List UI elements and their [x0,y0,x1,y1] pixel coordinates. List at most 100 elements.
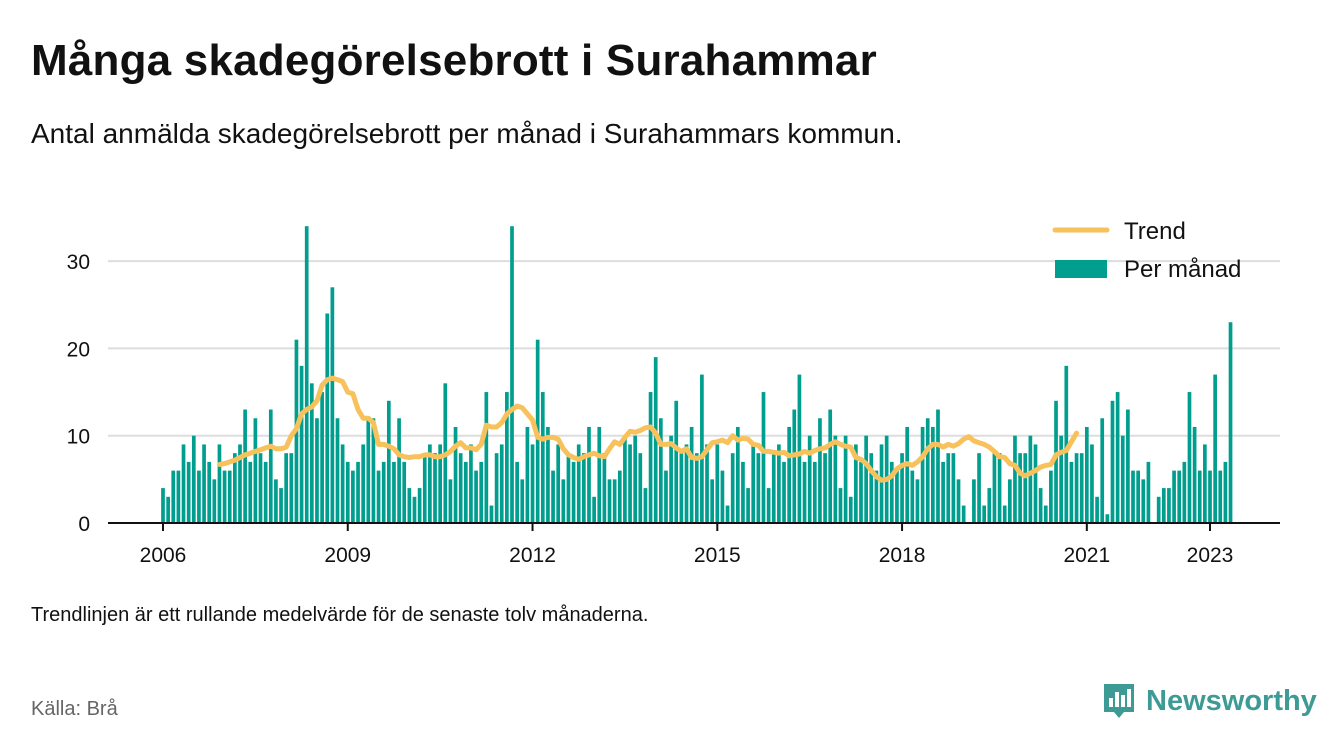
x-tick-label: 2021 [1063,544,1110,567]
bar [766,488,771,523]
bar [571,461,576,523]
bar [617,470,622,523]
bar [330,287,335,523]
bar [525,426,530,523]
bar [540,392,545,523]
bar [1049,470,1053,523]
bar [848,496,853,523]
bar [905,426,910,523]
bar [1146,461,1151,523]
bar [1074,453,1079,523]
bar [715,444,720,523]
x-tick-label: 2012 [509,544,556,567]
bar [463,461,468,523]
bar [910,470,915,523]
bar [725,505,730,523]
bar [371,418,376,523]
bar [818,418,822,523]
bar [936,409,940,523]
bar [597,426,602,523]
bar [602,453,607,523]
bar [1002,505,1007,523]
bar [238,444,242,523]
bar [361,444,366,523]
bar [407,488,412,523]
bar [561,479,566,523]
bar [797,374,802,523]
bar [1141,479,1146,523]
bar [1187,392,1192,523]
bar [556,444,561,523]
bar [258,453,263,523]
bar [1095,496,1099,523]
bar [946,453,951,523]
footnote: Trendlinjen är ett rullande medelvärde f… [31,604,649,626]
bar [315,418,319,523]
bar [253,418,258,523]
bar [279,488,283,523]
bar [705,444,709,523]
bar [422,453,427,523]
bar [289,453,294,523]
bar [1172,470,1176,523]
bar [972,479,976,523]
bar [643,488,648,523]
bar [268,409,273,523]
bar [340,444,345,523]
x-tick-label: 2015 [694,544,741,567]
bar [166,496,170,523]
bar [977,453,981,523]
bar [895,470,899,523]
bar [900,453,904,523]
bar [381,461,386,523]
bar [777,444,781,523]
bar [941,461,945,523]
bar [720,470,725,523]
bar [587,426,591,523]
bar [1084,426,1089,523]
bar [1115,392,1120,523]
bar [874,470,879,523]
bar [274,479,278,523]
legend-bar-label: Per månad [1124,256,1241,283]
x-tick-label: 2009 [324,544,371,567]
bar [1069,461,1074,523]
bar [376,470,381,523]
bar [792,409,797,523]
bar [653,357,658,523]
bar [402,461,407,523]
bar [915,479,920,523]
bar [433,453,437,523]
x-tick-label: 2018 [879,544,926,567]
bar [1028,435,1033,523]
chart: 2006 2009 2012 2015 2018 2021 2023 0 10 20 30 Tre… [67,218,1280,567]
bar [633,435,638,523]
bar [417,488,422,523]
bar [992,453,997,523]
brand-name: Newsworthy [1146,684,1317,717]
bar [515,461,519,523]
bar [576,444,581,523]
bar [186,461,191,523]
bar [1090,444,1094,523]
bar [869,453,874,523]
legend-trend-label: Trend [1124,218,1186,245]
bar [212,479,217,523]
bar [1177,470,1182,523]
bar [1079,453,1084,523]
bar [1126,409,1130,523]
bar [623,435,627,523]
bar [392,461,396,523]
bar [669,435,673,523]
bar [499,444,504,523]
bar [248,461,253,523]
bar [1223,461,1228,523]
chart-subtitle: Antal anmälda skadegörelsebrott per måna… [31,118,903,149]
bar [833,435,838,523]
bar [751,444,756,523]
bar [812,461,817,523]
bar [335,418,340,523]
bar [1192,426,1197,523]
bar [458,453,463,523]
bar [956,479,961,523]
